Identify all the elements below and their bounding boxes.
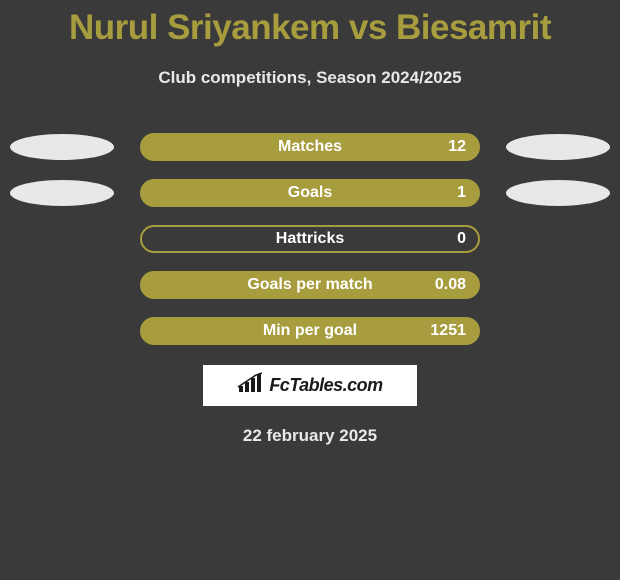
brand-text: FcTables.com: [269, 375, 382, 396]
stat-value: 0: [457, 230, 466, 248]
stat-label: Goals per match: [247, 276, 372, 294]
stat-value: 0.08: [435, 276, 466, 294]
bar-chart-icon: [237, 372, 265, 399]
stat-row: Goals 1: [10, 179, 610, 207]
left-ellipse: [10, 180, 114, 206]
stat-label: Goals: [288, 184, 332, 202]
stat-label: Hattricks: [276, 230, 344, 248]
stat-label: Matches: [278, 138, 342, 156]
stat-value: 12: [448, 138, 466, 156]
subtitle: Club competitions, Season 2024/2025: [0, 68, 620, 88]
right-ellipse: [506, 134, 610, 160]
left-ellipse: [10, 134, 114, 160]
stats-container: Matches 12 Goals 1 Hattricks 0 Goals per match…: [0, 133, 620, 345]
stat-bar: Hattricks 0: [140, 225, 480, 253]
stat-bar: Min per goal 1251: [140, 317, 480, 345]
stat-value: 1: [457, 184, 466, 202]
stat-row: Hattricks 0: [10, 225, 610, 253]
page-title: Nurul Sriyankem vs Biesamrit: [0, 0, 620, 48]
stat-bar: Goals per match 0.08: [140, 271, 480, 299]
stat-row: Matches 12: [10, 133, 610, 161]
stat-label: Min per goal: [263, 322, 357, 340]
right-ellipse: [506, 180, 610, 206]
brand-badge[interactable]: FcTables.com: [203, 365, 417, 406]
stat-row: Goals per match 0.08: [10, 271, 610, 299]
stat-row: Min per goal 1251: [10, 317, 610, 345]
stat-bar: Goals 1: [140, 179, 480, 207]
stat-value: 1251: [430, 322, 466, 340]
stat-bar: Matches 12: [140, 133, 480, 161]
date-text: 22 february 2025: [0, 426, 620, 446]
